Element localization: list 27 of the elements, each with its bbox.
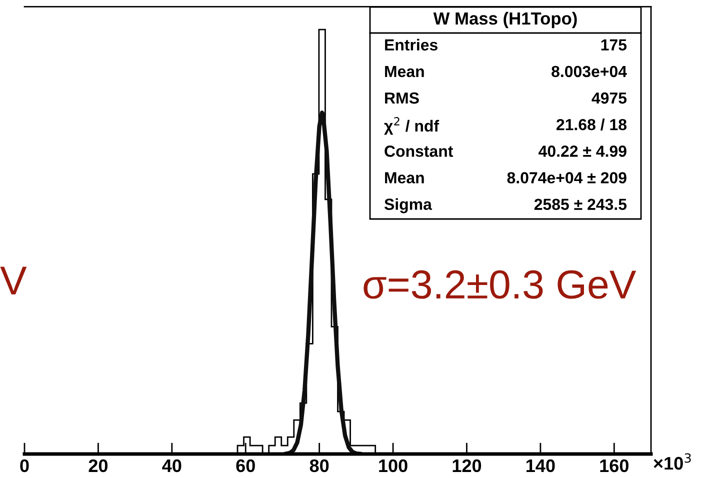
annotation: Constant: [384, 146, 454, 157]
chart-title: W Mass (H1Topo): [433, 12, 577, 28]
annotation: RMS: [385, 92, 419, 104]
x-tick-label: 120: [452, 459, 482, 472]
x-tick-label: 80: [310, 459, 329, 472]
annotation: 21.68 / 18: [556, 118, 627, 130]
annotation: V: [0, 266, 27, 294]
annotation: 40.22 ± 4.99: [538, 146, 626, 157]
annotation: Mean: [385, 172, 424, 184]
x-tick-label: 0: [20, 459, 29, 472]
x-tick-label: 40: [162, 459, 182, 472]
x-tick-label: 60: [236, 459, 255, 472]
annotation: Mean: [385, 66, 424, 78]
x-tick-label: 140: [526, 459, 555, 472]
annotation: Sigma: [384, 198, 432, 214]
annotation: σ=3.2±0.3 GeV: [364, 270, 636, 299]
x-tick-label: 160: [600, 459, 628, 472]
annotation: 8.074e+04 ± 209: [507, 172, 626, 184]
text: ×10$^{3}$: [654, 453, 691, 470]
annotation: 175: [601, 39, 627, 51]
annotation: 4975: [592, 92, 627, 104]
x-tick-label: 20: [88, 459, 108, 472]
annotation: χ$^{2}$ / ndf: [384, 117, 440, 135]
annotation: 8.003e+04: [552, 66, 627, 78]
annotation: Entries: [385, 38, 438, 51]
annotation: 2585 ± 243.5: [534, 198, 627, 210]
x-tick-label: 100: [379, 459, 408, 472]
